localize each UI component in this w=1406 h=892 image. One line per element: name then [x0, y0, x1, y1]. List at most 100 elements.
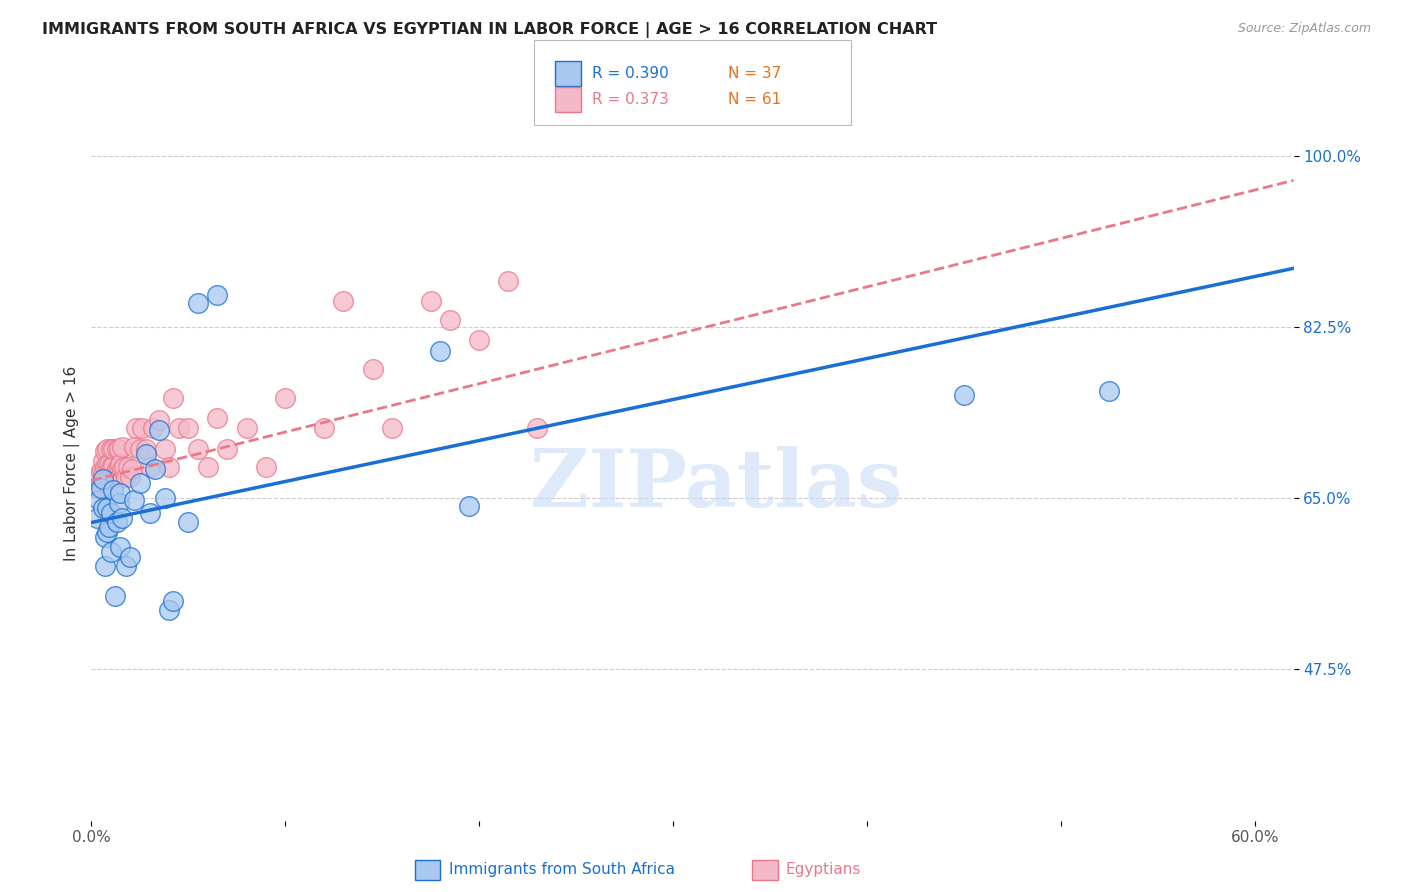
Point	[110, 540, 132, 554]
Point	[91, 454, 114, 468]
Point	[157, 603, 180, 617]
Point	[107, 459, 129, 474]
Text: ZIPatlas: ZIPatlas	[530, 446, 903, 524]
Point	[128, 442, 150, 457]
Point	[135, 447, 157, 461]
Point	[128, 476, 150, 491]
Point	[138, 506, 160, 520]
Point	[197, 459, 219, 474]
Point	[96, 525, 118, 540]
Text: R = 0.373: R = 0.373	[592, 92, 669, 106]
Point	[90, 464, 112, 478]
Y-axis label: In Labor Force | Age > 16: In Labor Force | Age > 16	[65, 367, 80, 561]
Point	[97, 457, 120, 471]
Point	[100, 442, 122, 457]
Point	[94, 444, 117, 458]
Point	[138, 459, 160, 474]
Point	[110, 486, 132, 500]
Point	[312, 420, 335, 434]
Point	[235, 420, 257, 434]
Point	[122, 440, 145, 454]
Point	[97, 520, 120, 534]
Point	[120, 469, 142, 483]
Text: Immigrants from South Africa: Immigrants from South Africa	[449, 862, 675, 877]
Point	[100, 545, 122, 559]
Point	[177, 420, 200, 434]
Point	[142, 420, 165, 434]
Point	[86, 481, 108, 495]
Point	[105, 516, 128, 530]
Point	[187, 295, 209, 310]
Point	[100, 459, 122, 474]
Point	[153, 491, 176, 505]
Point	[91, 500, 114, 515]
Point	[458, 499, 481, 513]
Point	[115, 469, 138, 483]
Point	[104, 589, 127, 603]
Point	[86, 510, 108, 524]
Point	[112, 459, 135, 474]
Point	[115, 559, 138, 574]
Point	[101, 483, 124, 498]
Text: N = 61: N = 61	[728, 92, 782, 106]
Point	[104, 469, 127, 483]
Point	[153, 442, 176, 457]
Point	[105, 442, 128, 457]
Point	[526, 420, 548, 434]
Point	[167, 420, 190, 434]
Text: Egyptians: Egyptians	[786, 862, 862, 877]
Point	[120, 549, 142, 564]
Point	[90, 476, 112, 491]
Point	[381, 420, 404, 434]
Point	[111, 510, 134, 524]
Point	[429, 344, 451, 359]
Point	[94, 559, 117, 574]
Point	[107, 442, 129, 457]
Point	[100, 471, 122, 485]
Point	[111, 440, 134, 454]
Point	[96, 442, 118, 457]
Point	[90, 481, 112, 495]
Point	[125, 420, 148, 434]
Point	[94, 459, 117, 474]
Point	[131, 420, 153, 434]
Point	[110, 457, 132, 471]
Point	[162, 392, 184, 406]
Point	[274, 392, 297, 406]
Point	[468, 333, 491, 347]
Point	[91, 467, 114, 481]
Point	[953, 388, 976, 402]
Point	[122, 493, 145, 508]
Point	[157, 459, 180, 474]
Point	[121, 461, 143, 475]
Point	[89, 469, 111, 483]
Point	[94, 530, 117, 544]
Text: N = 37: N = 37	[728, 66, 782, 80]
Point	[101, 458, 124, 473]
Text: IMMIGRANTS FROM SOUTH AFRICA VS EGYPTIAN IN LABOR FORCE | AGE > 16 CORRELATION C: IMMIGRANTS FROM SOUTH AFRICA VS EGYPTIAN…	[42, 22, 938, 38]
Point	[207, 287, 229, 301]
Point	[105, 461, 128, 475]
Point	[162, 593, 184, 607]
Point	[439, 313, 461, 327]
Point	[111, 461, 134, 475]
Point	[187, 442, 209, 457]
Point	[97, 469, 120, 483]
Point	[100, 506, 122, 520]
Text: R = 0.390: R = 0.390	[592, 66, 669, 80]
Point	[89, 493, 111, 508]
Point	[361, 362, 384, 376]
Point	[96, 457, 118, 471]
Point	[84, 469, 107, 483]
Point	[135, 442, 157, 457]
Point	[107, 496, 129, 510]
Point	[254, 459, 277, 474]
Point	[332, 293, 354, 308]
Point	[96, 500, 118, 515]
Point	[1098, 384, 1121, 398]
Point	[496, 274, 519, 288]
Point	[145, 461, 167, 475]
Point	[110, 469, 132, 483]
Point	[217, 442, 239, 457]
Point	[148, 413, 170, 427]
